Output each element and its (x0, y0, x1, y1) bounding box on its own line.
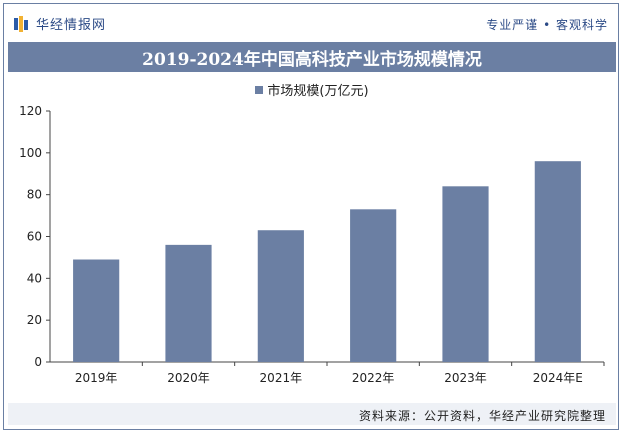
x-tick-label: 2022年 (352, 371, 395, 385)
y-tick-label: 100 (19, 146, 42, 160)
bar (534, 161, 581, 362)
y-tick-label: 60 (27, 230, 42, 244)
slogan: 专业严谨 • 客观科学 (486, 18, 608, 32)
legend-swatch (255, 85, 264, 94)
source-note: 资料来源：公开资料，华经产业研究院整理 (358, 409, 606, 423)
bar (442, 186, 489, 362)
bar (350, 209, 397, 362)
legend: 市场规模(万亿元) (0, 80, 624, 99)
y-tick-label: 120 (19, 104, 42, 118)
y-tick-label: 40 (27, 271, 42, 285)
y-tick-label: 20 (27, 313, 42, 327)
bar (165, 244, 212, 362)
x-tick-label: 2020年 (167, 371, 210, 385)
bar (257, 230, 304, 362)
x-tick-label: 2019年 (75, 371, 118, 385)
x-tick-label: 2021年 (260, 371, 303, 385)
title-bar: 2019-2024年中国高科技产业市场规模情况 (8, 42, 616, 72)
footer-bar (8, 403, 616, 425)
y-tick-label: 80 (27, 188, 42, 202)
chart-title: 2019-2024年中国高科技产业市场规模情况 (142, 49, 482, 70)
bar (73, 259, 120, 362)
brand-name: 华经情报网 (36, 18, 107, 33)
brand-logo: 华经情报网 (14, 14, 106, 33)
legend-label: 市场规模(万亿元) (267, 84, 369, 99)
y-tick-label: 0 (34, 355, 42, 369)
header: 华经情报网 专业严谨 • 客观科学 (8, 8, 616, 38)
logo-icon (14, 15, 30, 32)
x-tick-label: 2023年 (444, 371, 487, 385)
x-tick-label: 2024年E (533, 371, 583, 385)
